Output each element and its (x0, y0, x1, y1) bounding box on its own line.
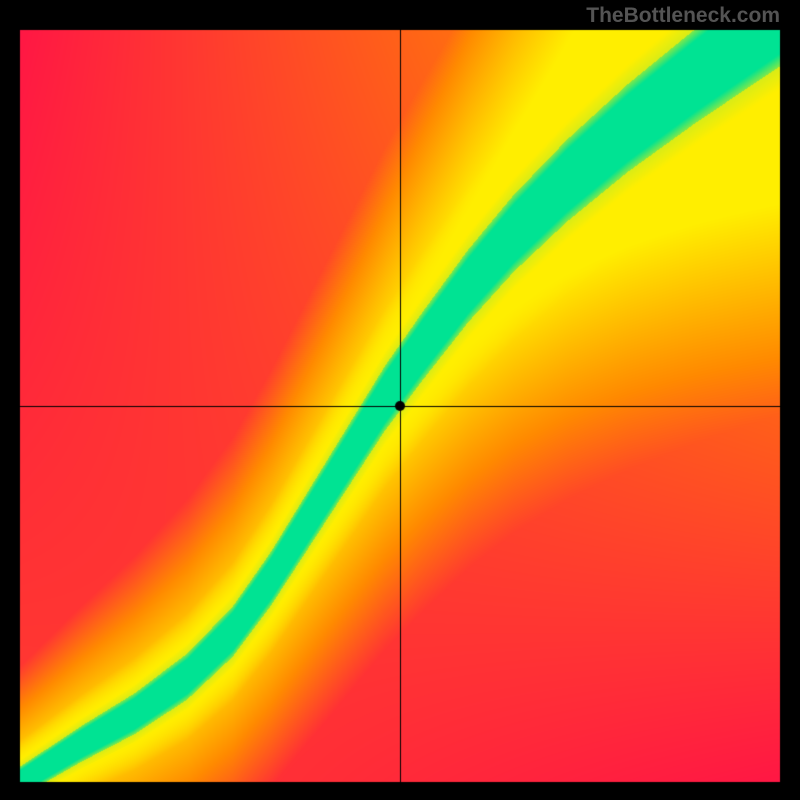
heatmap-canvas (0, 0, 800, 800)
chart-container: TheBottleneck.com (0, 0, 800, 800)
watermark-text: TheBottleneck.com (586, 4, 780, 28)
